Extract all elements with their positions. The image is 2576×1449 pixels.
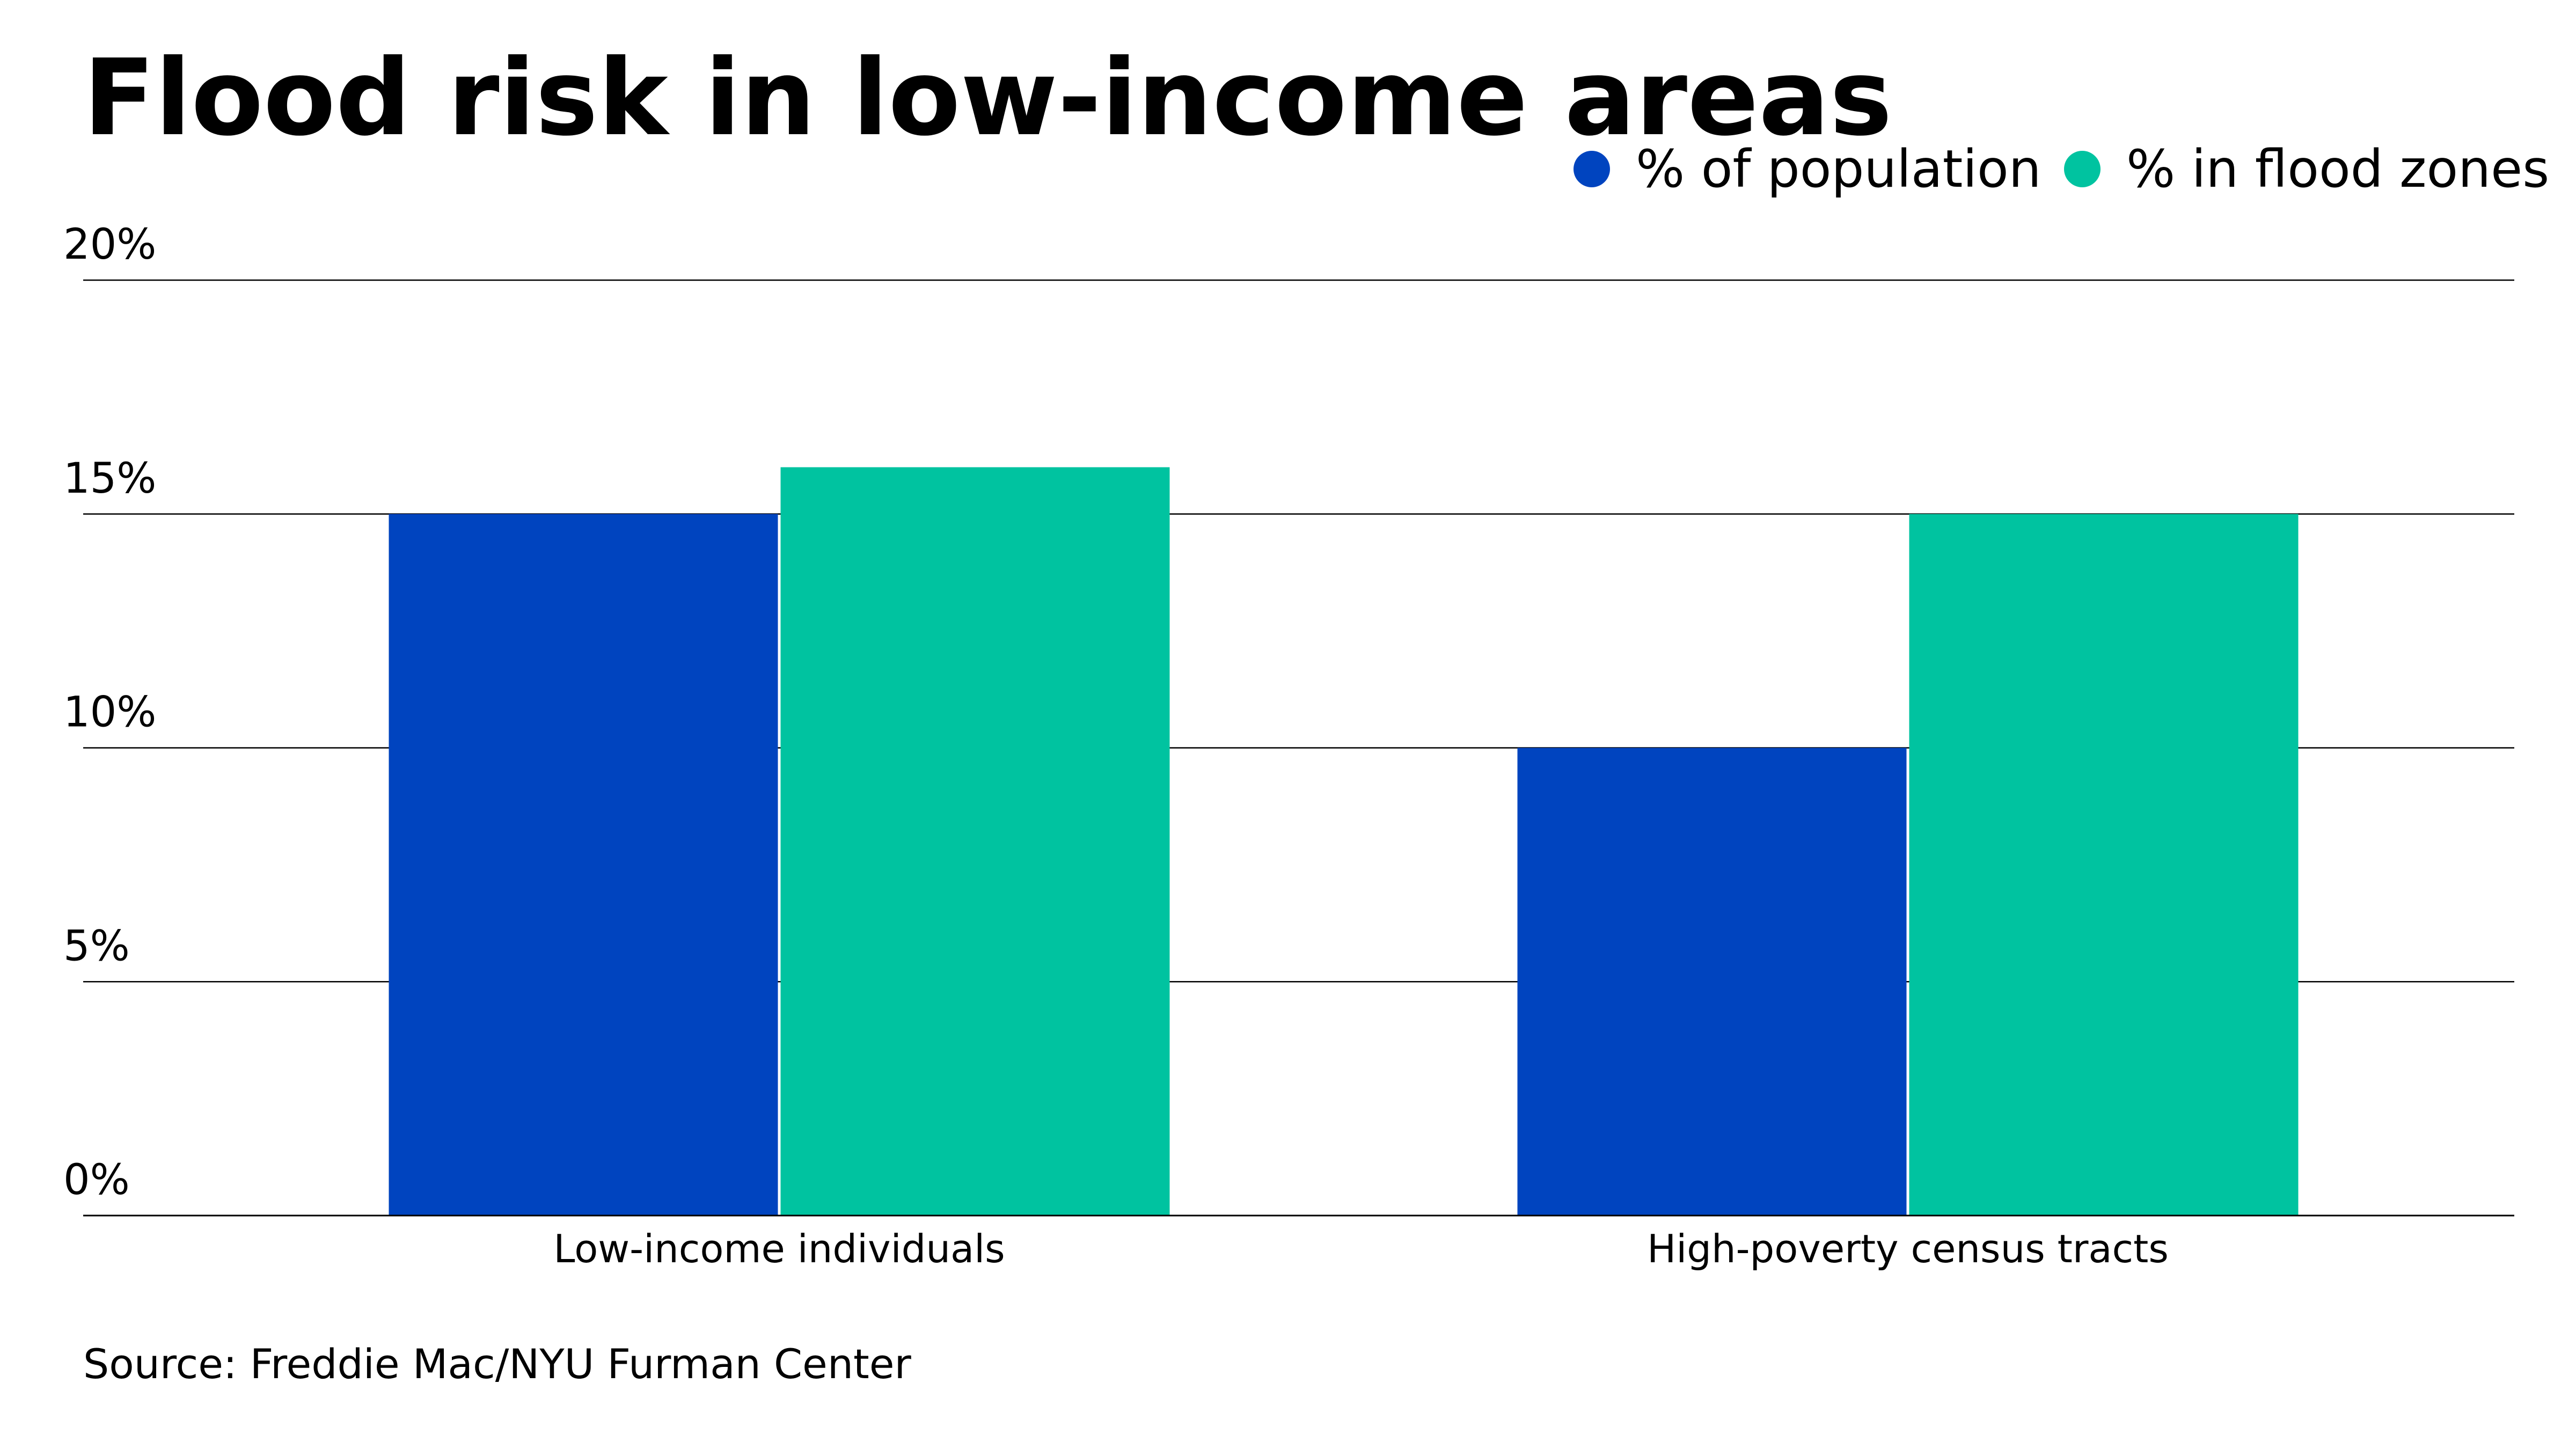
source-note: Source: Freddie Mac/NYU Furman Center [83,1340,912,1388]
chart-title: Flood risk in low-income areas [83,37,1892,159]
category-label: High-poverty census tracts [1647,1226,2169,1271]
y-tick-label: 5% [63,922,130,970]
x-axis-category-labels: Low-income individuals High-poverty censu… [553,1226,2169,1271]
legend-label-flood-zones: % in flood zones [2126,139,2549,199]
bar-population-1 [1517,748,1907,1216]
legend-marker-flood-zones [2064,151,2101,187]
y-tick-label: 15% [63,455,156,503]
legend: % of population % in flood zones [1574,139,2549,199]
legend-label-population: % of population [1636,139,2041,199]
legend-marker-population [1574,151,1610,187]
bar-population-0 [389,514,778,1216]
bar-flood-zones-0 [780,467,1170,1216]
category-label: Low-income individuals [553,1226,1005,1271]
bar-flood-zones-1 [1909,514,2299,1216]
bars [389,467,2299,1216]
y-tick-label: 10% [63,689,156,737]
y-tick-label: 20% [63,221,156,269]
y-axis-tick-labels: 0% 5% 10% 15% 20% [63,221,156,1204]
y-tick-label: 0% [63,1156,130,1204]
